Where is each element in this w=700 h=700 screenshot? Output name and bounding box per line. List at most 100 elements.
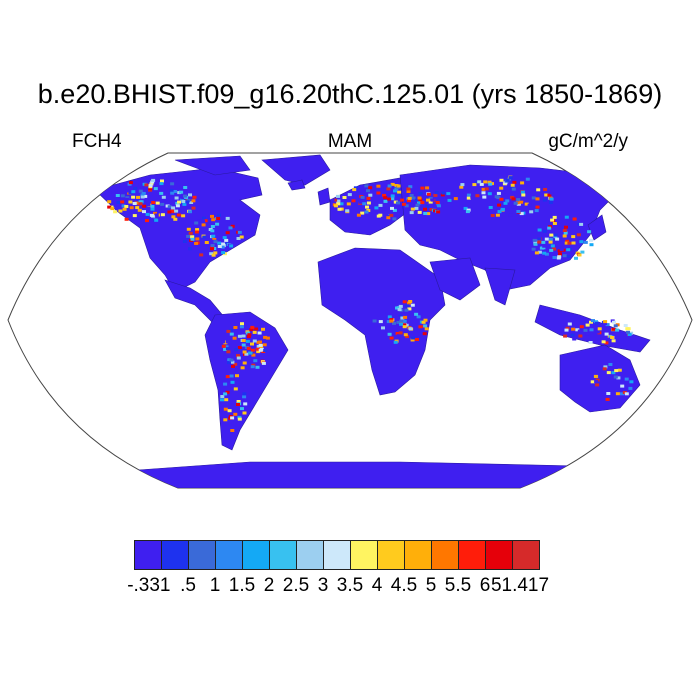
flux-cell (406, 187, 411, 191)
flux-cell (537, 237, 542, 241)
flux-cell (577, 329, 582, 333)
flux-cell (549, 191, 554, 195)
flux-cell (351, 199, 356, 203)
flux-cell (550, 244, 555, 248)
flux-cell (228, 328, 233, 332)
flux-cell (400, 316, 405, 320)
flux-cell (213, 240, 218, 244)
flux-cell (394, 184, 399, 187)
flux-cell (423, 212, 428, 215)
flux-cell (186, 234, 191, 238)
flux-cell (236, 400, 241, 403)
flux-cell (368, 193, 373, 197)
flux-cell (417, 210, 422, 214)
flux-cell (153, 211, 157, 215)
flux-cell (125, 189, 130, 193)
colorbar-swatch (242, 540, 270, 570)
flux-cell (595, 330, 600, 334)
flux-cell (520, 190, 525, 194)
flux-cell (120, 194, 125, 198)
flux-cell (151, 178, 156, 182)
flux-cell (594, 380, 599, 384)
flux-cell (615, 392, 620, 396)
flux-cell (564, 225, 568, 229)
flux-cell (537, 228, 542, 232)
flux-cell (417, 201, 422, 205)
flux-cell (552, 256, 557, 259)
flux-cell (496, 196, 501, 200)
flux-cell (402, 323, 407, 327)
flux-cell (400, 198, 404, 202)
flux-cell (576, 233, 581, 237)
flux-cell (422, 332, 427, 336)
flux-cell (118, 209, 123, 213)
colorbar-tick-label: .5 (180, 575, 196, 596)
flux-cell (533, 242, 538, 246)
flux-cell (460, 183, 465, 187)
flux-cell (541, 240, 546, 244)
flux-cell (226, 221, 231, 225)
flux-cell (145, 212, 150, 216)
flux-cell (242, 395, 247, 399)
flux-cell (346, 202, 351, 206)
flux-cell (627, 333, 632, 336)
flux-cell (190, 237, 195, 241)
flux-cell (593, 374, 598, 378)
flux-cell (387, 184, 392, 188)
flux-cell (188, 210, 192, 214)
flux-cell (197, 219, 202, 223)
flux-cell (417, 196, 422, 200)
flux-cell (613, 375, 618, 379)
flux-cell (261, 327, 265, 331)
flux-cell (386, 187, 391, 191)
flux-cell (611, 371, 616, 375)
flux-cell (624, 377, 629, 381)
flux-cell (508, 176, 513, 180)
flux-cell (579, 240, 584, 244)
colorbar-swatch (512, 540, 540, 570)
flux-cell (404, 204, 409, 208)
flux-cell (362, 202, 367, 206)
flux-cell (389, 319, 394, 323)
flux-cell (567, 241, 572, 245)
flux-cell (620, 392, 624, 396)
flux-cell (177, 200, 181, 204)
flux-cell (383, 199, 388, 203)
flux-cell (131, 190, 136, 194)
flux-cell (358, 200, 363, 204)
land-mass (174, 155, 251, 176)
flux-cell (542, 251, 547, 255)
plot-title: b.e20.BHIST.f09_g16.20thC.125.01 (yrs 18… (37, 79, 663, 109)
colorbar-tick-label: 5 (425, 575, 437, 596)
flux-cell (472, 183, 477, 187)
flux-cell (246, 335, 251, 339)
flux-cell (407, 196, 412, 200)
flux-cell (548, 240, 553, 244)
flux-cell (368, 186, 373, 190)
flux-cell (257, 331, 262, 335)
flux-cell (241, 339, 246, 342)
flux-cell (243, 402, 248, 406)
flux-cell (169, 189, 174, 192)
flux-cell (365, 205, 369, 209)
flux-cell (390, 206, 394, 210)
flux-cell (246, 346, 251, 350)
flux-cell (386, 216, 391, 220)
season-label: MAM (327, 131, 373, 152)
flux-cell (511, 187, 516, 191)
flux-cell (237, 415, 242, 419)
flux-cell (399, 319, 404, 323)
flux-cell (563, 334, 568, 338)
flux-cell (396, 334, 401, 338)
flux-cell (589, 320, 593, 324)
flux-cell (553, 233, 558, 237)
flux-cell (192, 195, 197, 199)
flux-cell (223, 418, 228, 422)
flux-cell (488, 182, 493, 186)
flux-cell (513, 201, 518, 205)
flux-cell (420, 199, 425, 203)
flux-cell (233, 326, 238, 329)
flux-cell (398, 331, 403, 335)
flux-cell (211, 253, 216, 257)
flux-cell (366, 201, 371, 205)
